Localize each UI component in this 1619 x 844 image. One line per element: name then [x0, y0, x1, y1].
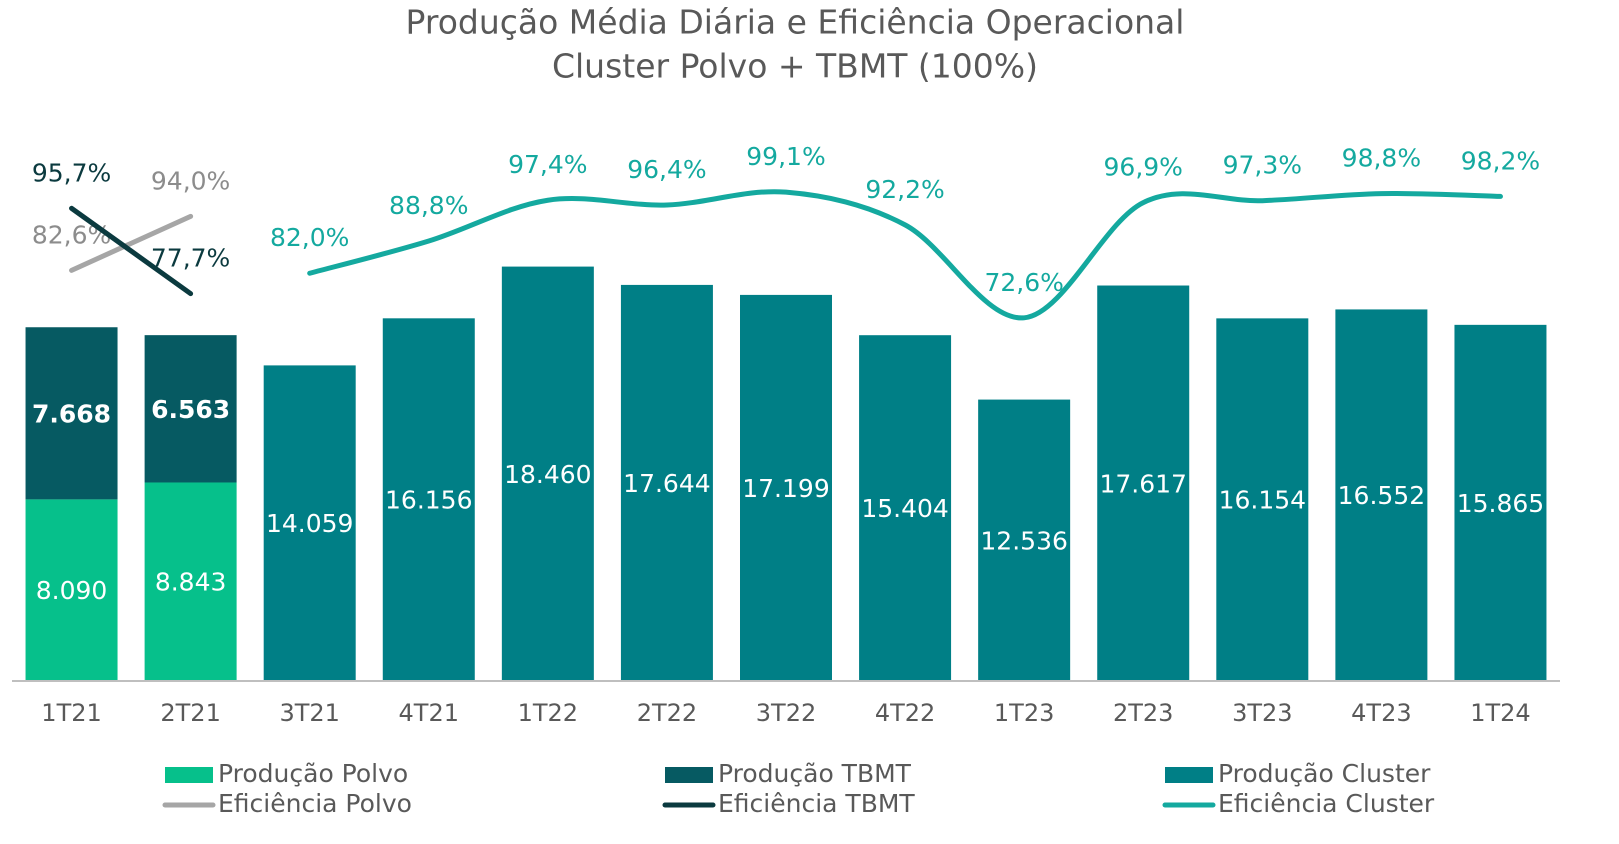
chart-title: Produção Média Diária e Eficiência Opera… [406, 3, 1185, 42]
x-tick-label: 4T21 [399, 699, 459, 727]
x-tick-label: 4T22 [875, 699, 935, 727]
line-value-label: 88,8% [389, 191, 468, 220]
bar [1216, 318, 1309, 681]
bar [1335, 309, 1428, 681]
bar [382, 318, 475, 681]
bar [978, 399, 1071, 681]
bar [501, 266, 594, 681]
bar [1097, 285, 1190, 681]
x-tick-label: 3T23 [1232, 699, 1292, 727]
x-tick-label: 3T21 [279, 699, 339, 727]
line-value-label: 96,9% [1104, 153, 1183, 182]
bar [1454, 324, 1547, 681]
x-tick-label: 4T23 [1351, 699, 1411, 727]
bar-value-label: 6.563 [151, 395, 230, 424]
x-tick-label: 2T22 [637, 699, 697, 727]
chart-subtitle: Cluster Polvo + TBMT (100%) [552, 47, 1038, 86]
bar-value-label: 16.552 [1338, 481, 1425, 510]
bar-value-label: 8.843 [155, 568, 227, 597]
bar [25, 499, 118, 681]
bar [144, 335, 237, 483]
legend-swatch [165, 767, 213, 783]
legend-label: Eficiência Polvo [218, 789, 412, 818]
line-value-label: 99,1% [746, 142, 825, 171]
bar-value-label: 17.199 [742, 474, 829, 503]
x-tick-label: 1T24 [1470, 699, 1530, 727]
bar-value-label: 7.668 [32, 399, 111, 428]
line [69, 205, 194, 297]
line-value-label: 94,0% [151, 166, 230, 195]
x-tick-label: 2T23 [1113, 699, 1173, 727]
bar [263, 365, 356, 681]
x-tick-label: 2T21 [160, 699, 220, 727]
legend-label: Eficiência Cluster [1218, 789, 1435, 818]
x-tick-label: 1T21 [41, 699, 101, 727]
line-value-label: 97,3% [1223, 151, 1302, 180]
x-tick-label: 1T22 [518, 699, 578, 727]
bar [25, 327, 118, 500]
bar [620, 284, 713, 681]
bar-value-label: 14.059 [266, 509, 353, 538]
line-value-label: 72,6% [984, 268, 1063, 297]
line-value-label: 96,4% [627, 155, 706, 184]
legend-swatch [1165, 767, 1213, 783]
bar-value-label: 17.617 [1099, 469, 1186, 498]
legend-label: Produção Polvo [218, 759, 408, 788]
legend-swatch [665, 767, 713, 783]
legend-label: Produção Cluster [1218, 759, 1431, 788]
line-value-label: 98,8% [1342, 144, 1421, 173]
bar-value-label: 17.644 [623, 469, 710, 498]
line-value-label: 82,6% [32, 220, 111, 249]
line-value-label: 97,4% [508, 150, 587, 179]
bar-value-label: 12.536 [980, 526, 1067, 555]
bar [740, 294, 832, 681]
x-tick-label: 1T23 [994, 699, 1054, 727]
line-value-label: 98,2% [1461, 146, 1540, 175]
bar-value-label: 16.154 [1219, 486, 1306, 515]
line [69, 213, 194, 273]
legend-label: Produção TBMT [718, 759, 912, 788]
x-tick-label: 3T22 [756, 699, 816, 727]
bar-value-label: 18.460 [504, 460, 591, 489]
line-value-label: 82,0% [270, 223, 349, 252]
bar-value-label: 15.865 [1457, 489, 1544, 518]
bar [859, 335, 952, 681]
bar-value-label: 16.156 [385, 486, 472, 515]
line-value-label: 92,2% [865, 175, 944, 204]
line-value-label: 95,7% [32, 158, 111, 187]
line [307, 189, 1503, 321]
bar-value-label: 15.404 [861, 494, 948, 523]
legend-label: Eficiência TBMT [718, 789, 915, 818]
bar [144, 482, 237, 681]
line-value-label: 77,7% [151, 244, 230, 273]
bar-value-label: 8.090 [36, 576, 108, 605]
